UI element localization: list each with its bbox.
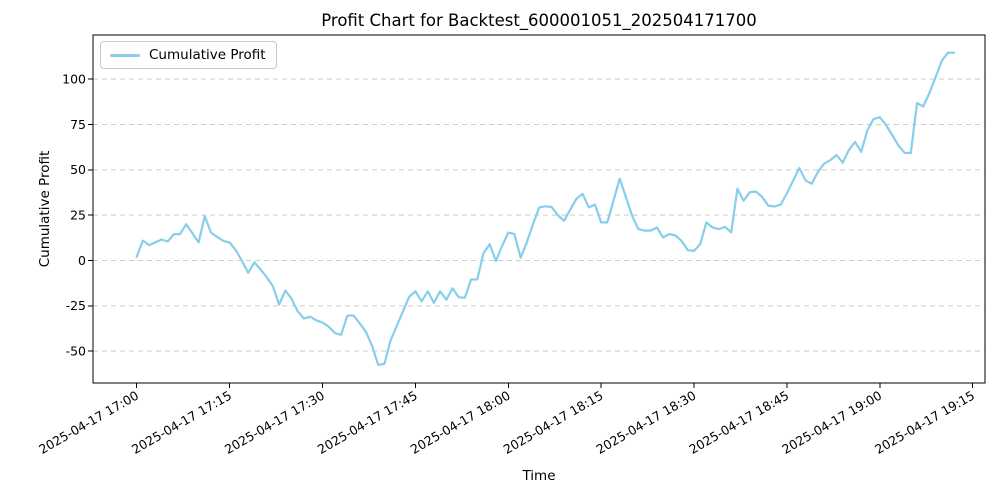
x-tick-label: 2025-04-17 17:45 — [315, 388, 420, 457]
legend-line-swatch — [110, 53, 140, 57]
cumulative-profit-line — [135, 51, 956, 366]
x-axis-label: Time — [522, 468, 556, 484]
x-tick-label: 2025-04-17 18:30 — [593, 388, 698, 457]
x-tick-label: 2025-04-17 17:15 — [129, 388, 234, 457]
x-tick-label: 2025-04-17 18:15 — [501, 388, 606, 457]
x-tick-label: 2025-04-17 18:45 — [686, 388, 791, 457]
y-tick-label: -50 — [66, 343, 86, 358]
x-tick-label: 2025-04-17 18:00 — [408, 388, 513, 457]
plot-border — [92, 34, 986, 384]
y-axis-label: Cumulative Profit — [37, 150, 53, 268]
y-tick-label: 75 — [70, 117, 86, 132]
y-tick-label: 0 — [78, 253, 86, 268]
y-tick-label: -25 — [66, 298, 86, 313]
x-tick-label: 2025-04-17 19:00 — [779, 388, 884, 457]
y-tick-label: 100 — [62, 71, 86, 86]
x-tick-label: 2025-04-17 19:15 — [872, 388, 977, 457]
legend-label: Cumulative Profit — [149, 47, 266, 63]
chart-title: Profit Chart for Backtest_600001051_2025… — [321, 11, 757, 30]
legend: Cumulative Profit — [100, 41, 277, 69]
x-tick-label: 2025-04-17 17:00 — [36, 388, 141, 457]
x-tick-label: 2025-04-17 17:30 — [222, 388, 327, 457]
y-tick-label: 50 — [70, 162, 86, 177]
y-tick-label: 25 — [70, 207, 86, 222]
